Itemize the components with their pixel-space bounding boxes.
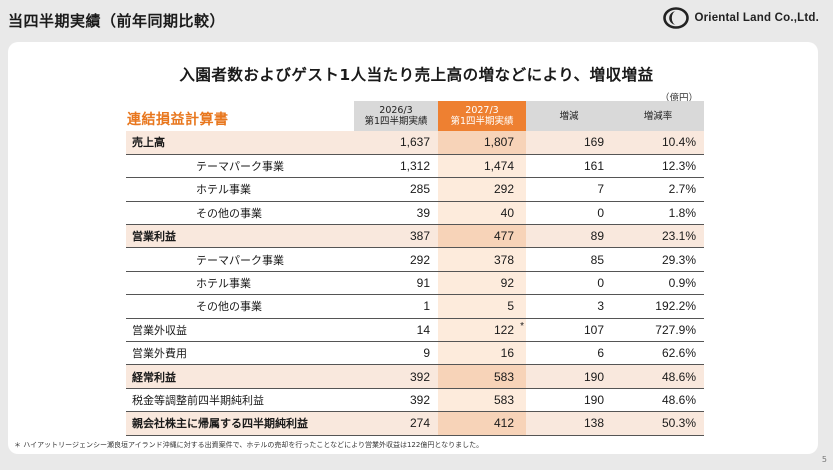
cell-change: 6: [526, 341, 612, 366]
row-label: その他の事業: [126, 294, 354, 319]
cell-rate: 50.3%: [612, 411, 704, 436]
cell-prev: 9: [354, 341, 438, 366]
row-label: 営業外費用: [126, 341, 354, 366]
cell-prev: 14: [354, 318, 438, 343]
unit-label: （億円）: [659, 93, 698, 104]
table-row: 親会社株主に帰属する四半期純利益 274 412 138 50.3%: [126, 411, 704, 436]
cell-current: 477: [438, 224, 526, 249]
table-row: 経常利益 392 583 190 48.6%: [126, 364, 704, 389]
cell-change: 161: [526, 154, 612, 179]
row-label: ホテル事業: [126, 177, 354, 202]
header-prev-year: 2026/3 第1四半期実績: [354, 101, 438, 131]
row-label: 営業外収益: [126, 318, 354, 343]
header-cur-period: 2027/3: [465, 105, 499, 116]
header-change: 増減: [526, 101, 612, 131]
table-row: 売上高 1,637 1,807 169 10.4%: [126, 131, 704, 155]
cell-prev: 285: [354, 177, 438, 202]
cell-current: 583: [438, 364, 526, 389]
logo-text: Oriental Land Co.,Ltd.: [694, 12, 819, 24]
cell-prev: 91: [354, 271, 438, 296]
row-label: その他の事業: [126, 201, 354, 226]
cell-rate: 29.3%: [612, 247, 704, 272]
table-row: ホテル事業 91 92 0 0.9%: [126, 271, 704, 296]
row-label: テーマパーク事業: [126, 154, 354, 179]
table-row: 営業外費用 9 16 6 62.6%: [126, 341, 704, 366]
table-row: その他の事業 39 40 0 1.8%: [126, 201, 704, 226]
table-row: その他の事業 1 5 3 192.2%: [126, 294, 704, 319]
table-header-row: 2026/3 第1四半期実績 2027/3 第1四半期実績 増減 増減率: [126, 101, 704, 131]
row-label: ホテル事業: [126, 271, 354, 296]
cell-change: 169: [526, 131, 612, 155]
cell-rate: 62.6%: [612, 341, 704, 366]
header-prev-desc: 第1四半期実績: [364, 116, 428, 127]
cell-change: 0: [526, 271, 612, 296]
cell-prev: 392: [354, 388, 438, 413]
cell-rate: 48.6%: [612, 388, 704, 413]
header-current-year: 2027/3 第1四半期実績: [438, 101, 526, 131]
row-label: 経常利益: [126, 364, 354, 389]
cell-change: 3: [526, 294, 612, 319]
cell-prev: 292: [354, 247, 438, 272]
cell-current: 5: [438, 294, 526, 319]
row-label: 税金等調整前四半期純利益: [126, 388, 354, 413]
row-label: テーマパーク事業: [126, 247, 354, 272]
cell-change: 107: [526, 318, 612, 343]
row-label: 親会社株主に帰属する四半期純利益: [126, 411, 354, 436]
cell-current: 16: [438, 341, 526, 366]
cell-change: 138: [526, 411, 612, 436]
row-label: 営業利益: [126, 224, 354, 249]
cell-prev: 387: [354, 224, 438, 249]
cell-prev: 1,312: [354, 154, 438, 179]
cell-current: 92: [438, 271, 526, 296]
cell-current: 122 *: [438, 318, 526, 343]
cell-current: 40: [438, 201, 526, 226]
cell-change: 190: [526, 364, 612, 389]
header-prev-period: 2026/3: [379, 105, 413, 116]
table-row: テーマパーク事業 1,312 1,474 161 12.3%: [126, 154, 704, 179]
cell-prev: 1: [354, 294, 438, 319]
income-statement-table: 2026/3 第1四半期実績 2027/3 第1四半期実績 増減 増減率 売上高…: [126, 101, 704, 436]
cell-change: 0: [526, 201, 612, 226]
cell-current: 583: [438, 388, 526, 413]
cell-rate: 23.1%: [612, 224, 704, 249]
cell-current: 412: [438, 411, 526, 436]
cell-current: 1,807: [438, 131, 526, 155]
table-title: 連結損益計算書: [127, 112, 229, 128]
footnote: ＊ ハイアットリージェンシー瀬良垣アイランド沖縄に対する出資案件で、ホテルの売却…: [14, 441, 484, 449]
cell-current: 378: [438, 247, 526, 272]
cell-rate: 1.8%: [612, 201, 704, 226]
cell-current: 292: [438, 177, 526, 202]
header-cur-desc: 第1四半期実績: [450, 116, 514, 127]
cell-prev: 1,637: [354, 131, 438, 155]
cell-change: 7: [526, 177, 612, 202]
company-logo: Oriental Land Co.,Ltd.: [663, 7, 819, 29]
cell-prev: 274: [354, 411, 438, 436]
page-title: 当四半期実績（前年同期比較）: [8, 12, 226, 30]
headline: 入園者数およびゲスト1人当たり売上高の増などにより、増収増益: [179, 66, 654, 84]
cell-rate: 2.7%: [612, 177, 704, 202]
cell-rate: 48.6%: [612, 364, 704, 389]
page-number: 5: [821, 455, 827, 464]
cell-current-value: 122: [493, 322, 514, 337]
table-row: 税金等調整前四半期純利益 392 583 190 48.6%: [126, 388, 704, 413]
cell-rate: 12.3%: [612, 154, 704, 179]
table-row: 営業利益 387 477 89 23.1%: [126, 224, 704, 249]
header-change-rate: 増減率: [612, 101, 704, 131]
cell-change: 190: [526, 388, 612, 413]
table-row: ホテル事業 285 292 7 2.7%: [126, 177, 704, 202]
table-row: テーマパーク事業 292 378 85 29.3%: [126, 247, 704, 272]
cell-change: 89: [526, 224, 612, 249]
cell-rate: 10.4%: [612, 131, 704, 155]
cell-prev: 39: [354, 201, 438, 226]
cell-current: 1,474: [438, 154, 526, 179]
cell-rate: 727.9%: [612, 318, 704, 343]
cell-rate: 0.9%: [612, 271, 704, 296]
footnote-marker: *: [520, 320, 524, 332]
oriental-land-logo-icon: [663, 7, 690, 29]
cell-rate: 192.2%: [612, 294, 704, 319]
row-label: 売上高: [126, 131, 354, 155]
cell-prev: 392: [354, 364, 438, 389]
table-row: 営業外収益 14 122 * 107 727.9%: [126, 318, 704, 343]
cell-change: 85: [526, 247, 612, 272]
